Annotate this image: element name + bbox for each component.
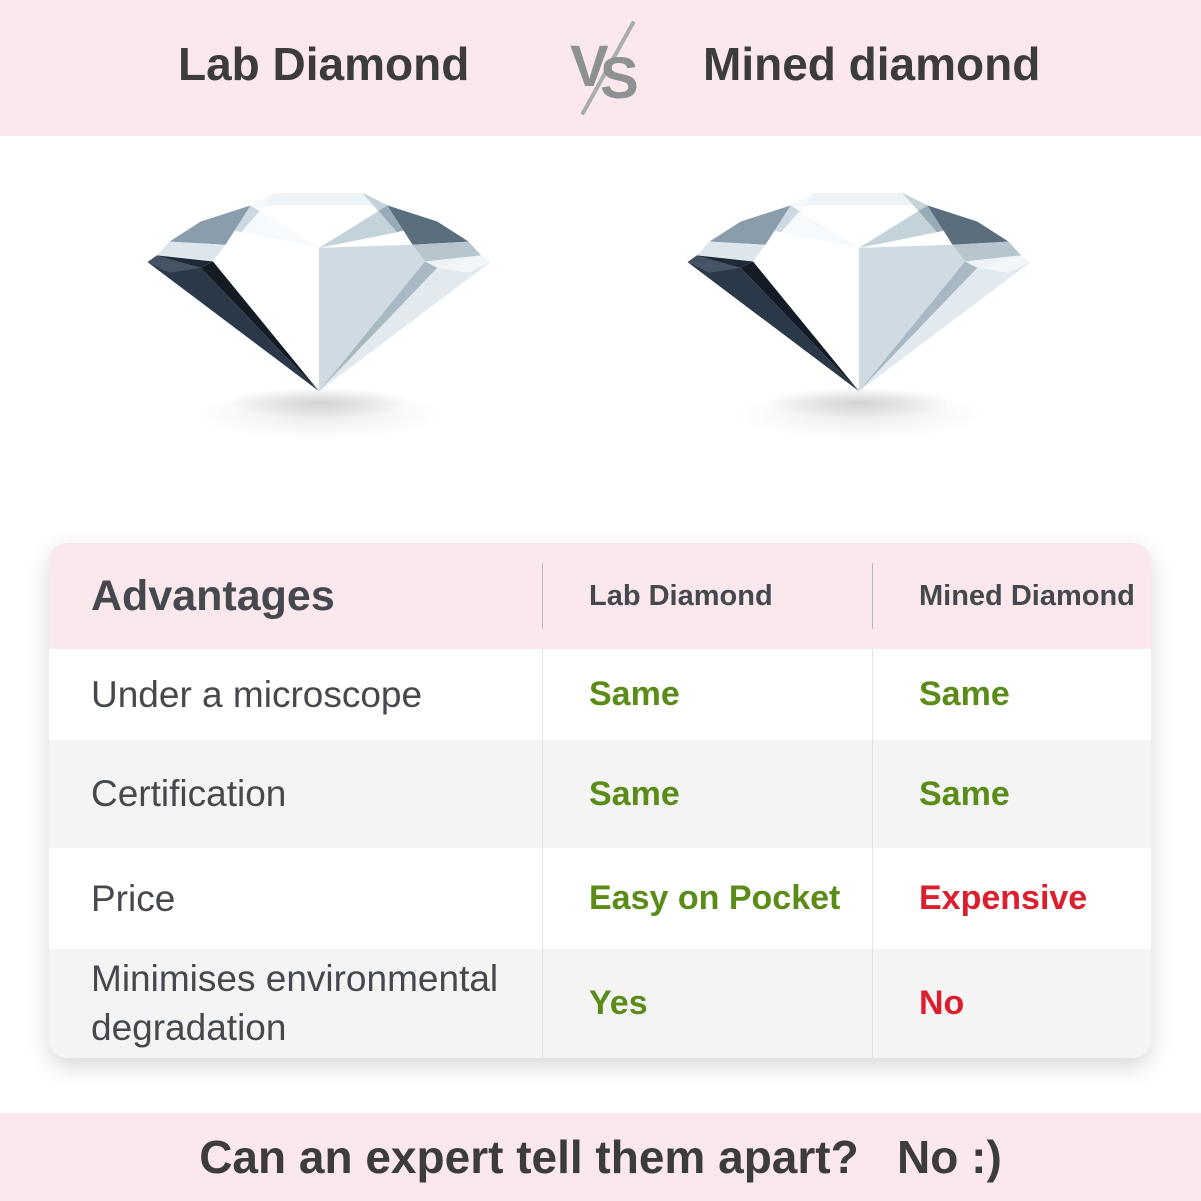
svg-text:S: S — [600, 46, 639, 111]
